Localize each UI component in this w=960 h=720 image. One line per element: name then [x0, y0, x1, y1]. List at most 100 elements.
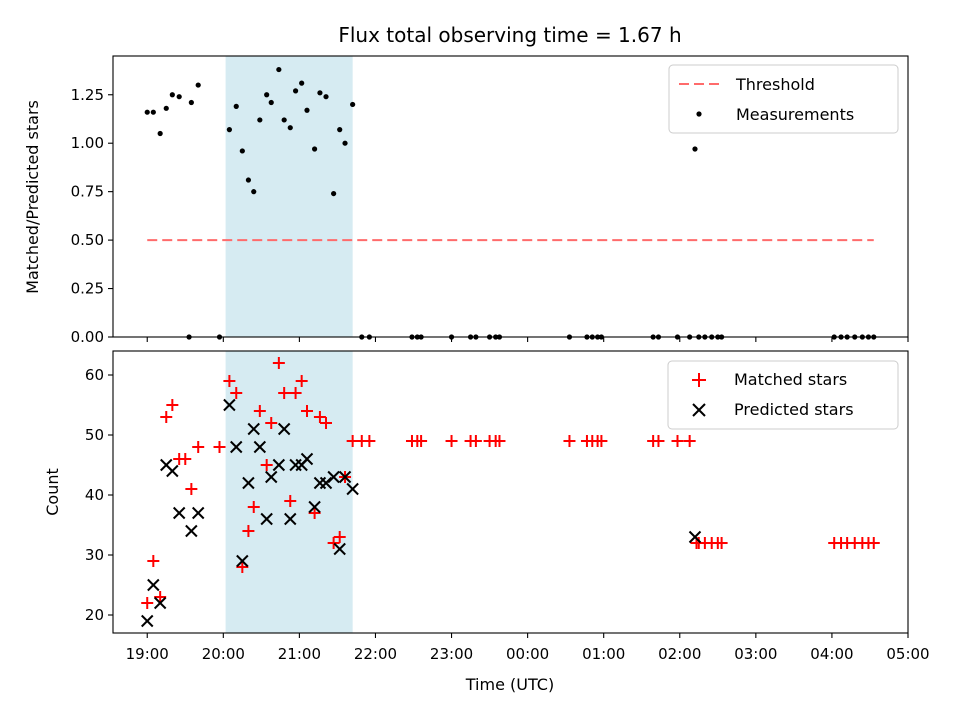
top-y-axis-label: Matched/Predicted stars: [23, 100, 42, 294]
predicted-star-point: [308, 500, 321, 514]
measurement-point: [188, 99, 194, 106]
predicted-star-point: [327, 470, 340, 484]
top-x-ticks: [146, 337, 909, 342]
matched-star-point: [284, 495, 297, 507]
x-tick-label: 04:00: [810, 645, 853, 663]
predicted-star-point: [242, 476, 255, 490]
matched-stars-points: [141, 357, 880, 609]
x-tick-label: 19:00: [126, 645, 169, 663]
x-tick-label: 22:00: [354, 645, 397, 663]
bottom-legend: Matched stars Predicted stars: [667, 360, 899, 430]
matched-star-point: [247, 501, 260, 513]
matched-star-point: [652, 435, 665, 447]
top-observing-window-shade: [225, 56, 353, 337]
matched-star-point: [265, 417, 278, 429]
predicted-star-point: [191, 506, 205, 520]
top-y-tick-label: 0.00: [71, 328, 104, 346]
predicted-star-point: [172, 506, 186, 520]
matched-star-point: [179, 453, 192, 465]
bottom-x-ticks: 19:00 20:00 21:00 22:00 23:00 00:00 01:00 02:00…: [126, 633, 930, 663]
bottom-axes-frame: [112, 350, 909, 634]
bottom-y-tick-label: 40: [85, 486, 104, 504]
bottom-legend-box: [667, 360, 899, 430]
top-axes-frame: [112, 55, 909, 338]
measurement-point: [176, 94, 182, 100]
matched-star-point: [671, 435, 684, 447]
measurement-point: [251, 189, 257, 195]
predicted-star-point: [300, 452, 314, 466]
x-tick-label: 01:00: [582, 645, 625, 663]
predicted-star-point: [236, 554, 249, 568]
bottom-panel: 20 30 40 50 60 19:00 20:00 21:00 22:00 23:00 00:0…: [43, 350, 930, 694]
predicted-star-point: [346, 482, 359, 496]
measurement-point: [342, 140, 348, 146]
legend-predicted-label: Predicted stars: [734, 400, 854, 419]
predicted-star-point: [230, 440, 243, 454]
measurement-point: [245, 177, 252, 183]
top-y-tick-label: 0.75: [71, 183, 104, 201]
matched-star-point: [327, 537, 340, 549]
top-y-ticks: 0.00 0.25 0.50 0.75 1.00 1.25: [71, 86, 113, 346]
measurement-point: [264, 92, 270, 98]
matched-star-point: [223, 375, 236, 387]
predicted-stars-points: [141, 398, 702, 628]
matched-star-point: [493, 435, 506, 447]
measurement-point: [276, 66, 282, 73]
matched-star-point: [295, 375, 308, 387]
predicted-star-point: [319, 476, 333, 490]
bottom-y-tick-label: 50: [85, 426, 104, 444]
matched-star-point: [260, 459, 273, 471]
top-legend-box: [668, 64, 899, 134]
measurement-point: [292, 88, 299, 94]
measurement-point: [350, 101, 356, 108]
top-y-tick-label: 0.25: [71, 280, 104, 298]
matched-star-point: [289, 387, 302, 399]
bottom-observing-window-shade: [225, 351, 353, 633]
matched-star-point: [141, 597, 154, 609]
matched-star-point: [185, 483, 198, 495]
predicted-star-point: [260, 512, 273, 526]
x-tick-label: 21:00: [278, 645, 321, 663]
matched-star-point: [154, 591, 167, 603]
top-y-tick-label: 1.00: [71, 134, 104, 152]
predicted-star-point: [147, 578, 160, 592]
x-tick-label: 02:00: [658, 645, 701, 663]
measurement-point: [226, 127, 232, 133]
measurement-point: [144, 109, 150, 115]
predicted-star-point: [223, 398, 236, 412]
measurement-point: [692, 146, 698, 152]
matched-star-point: [415, 435, 428, 447]
measurement-point: [163, 105, 169, 111]
measurement-point: [323, 94, 329, 100]
matched-star-point: [230, 387, 243, 399]
measurement-point: [287, 125, 293, 131]
predicted-star-point: [277, 422, 291, 436]
bottom-y-axis-label: Count: [43, 468, 62, 516]
measurement-point: [312, 146, 318, 152]
matched-star-point: [867, 537, 880, 549]
predicted-star-point: [333, 542, 346, 556]
matched-star-point: [363, 435, 376, 447]
legend-predicted-swatch: [692, 403, 706, 417]
matched-star-point: [253, 405, 266, 417]
predicted-star-point: [688, 530, 702, 544]
matched-star-point: [313, 411, 326, 423]
measurement-points: [144, 66, 877, 340]
top-panel: 0.00 0.25 0.50 0.75 1.00 1.25 Flux total obse…: [23, 23, 909, 346]
measurement-point: [317, 90, 323, 96]
matched-star-point: [242, 525, 255, 537]
matched-star-point: [333, 531, 346, 543]
bottom-y-tick-label: 60: [85, 366, 104, 384]
measurement-point: [281, 117, 287, 123]
matched-star-point: [320, 417, 333, 429]
measurement-point: [150, 109, 156, 115]
chart-title: Flux total observing time = 1.67 h: [338, 23, 681, 47]
x-tick-label: 20:00: [202, 645, 245, 663]
bottom-y-tick-label: 20: [85, 606, 104, 624]
top-y-tick-label: 0.50: [71, 231, 104, 249]
bottom-y-tick-label: 30: [85, 546, 104, 564]
measurement-point: [299, 80, 305, 86]
predicted-star-point: [166, 464, 179, 478]
x-tick-label: 23:00: [430, 645, 473, 663]
